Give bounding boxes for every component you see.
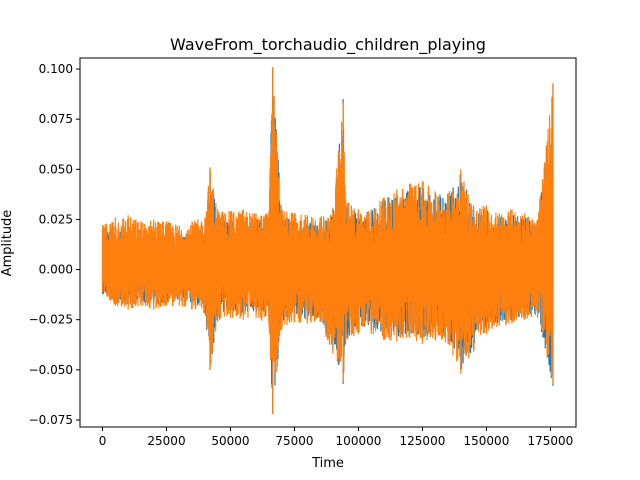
x-tick-label: 125000 [400, 434, 446, 448]
y-axis-label: Amplitude [0, 210, 15, 277]
series-layer [101, 67, 554, 414]
y-tick-label: −0.025 [29, 313, 73, 327]
x-tick-label: 100000 [336, 434, 382, 448]
chart-title: WaveFrom_torchaudio_children_playing [170, 35, 486, 55]
x-tick-label: 25000 [147, 434, 185, 448]
x-tick-label: 175000 [528, 434, 574, 448]
y-tick-label: 0.100 [39, 62, 73, 76]
x-tick-label: 0 [99, 434, 107, 448]
x-tick-label: 50000 [211, 434, 249, 448]
waveform-series-2 [101, 67, 554, 414]
y-tick-label: 0.050 [39, 162, 73, 176]
y-tick-label: −0.050 [29, 363, 73, 377]
y-tick-label: 0.025 [39, 212, 73, 226]
x-tick-label: 75000 [275, 434, 313, 448]
y-tick-label: −0.075 [29, 413, 73, 427]
y-tick-label: 0.000 [39, 263, 73, 277]
y-axis-ticks: −0.075 −0.050 −0.025 0.000 0.025 0.050 0.075 0.… [29, 62, 80, 427]
y-tick-label: 0.075 [39, 112, 73, 126]
plot-frame [79, 57, 577, 428]
x-tick-label: 150000 [464, 434, 510, 448]
x-axis-label: Time [311, 456, 344, 471]
x-axis-ticks: 0 25000 50000 75000 100000 125000 150000 175000 [99, 427, 574, 448]
